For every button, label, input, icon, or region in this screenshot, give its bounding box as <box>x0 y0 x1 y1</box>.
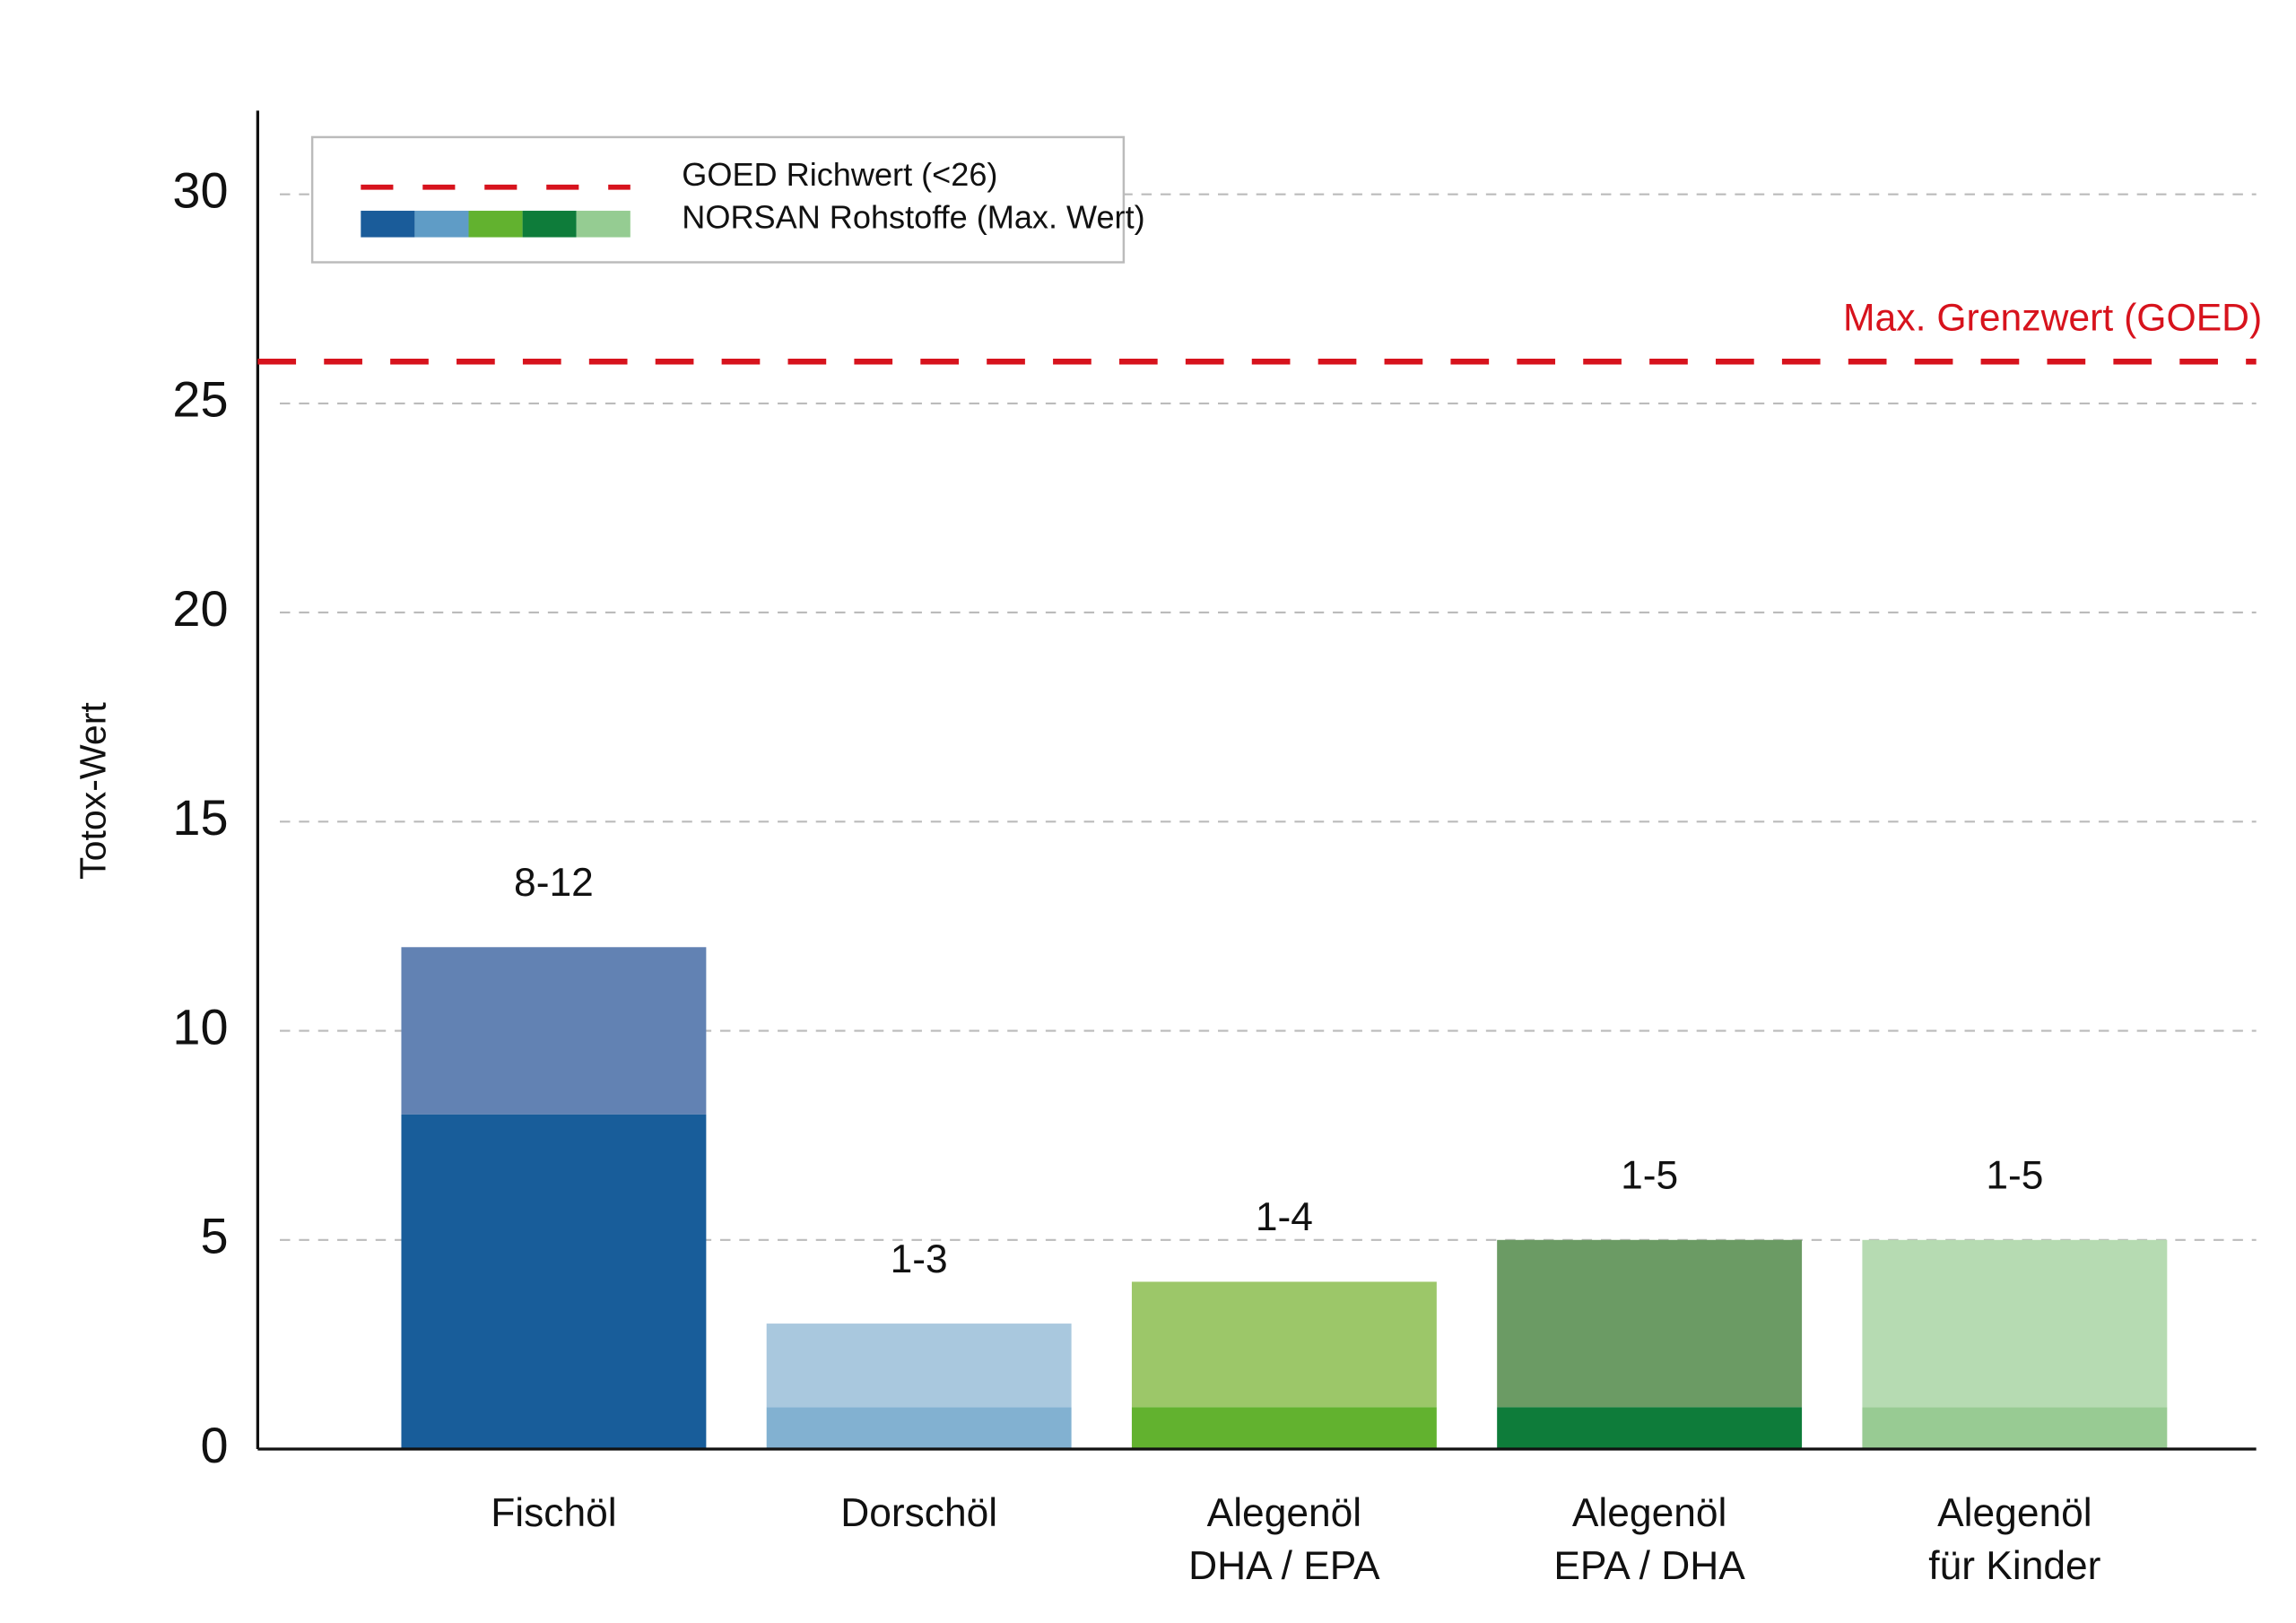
bar-low <box>766 1407 1072 1450</box>
y-tick-label: 10 <box>172 998 228 1055</box>
legend-swatch <box>522 211 577 238</box>
value-label: 8-12 <box>514 861 594 905</box>
y-tick-label: 0 <box>200 1417 228 1473</box>
bar-low <box>1862 1407 2168 1450</box>
y-tick-label: 20 <box>172 580 228 637</box>
x-tick-label: Alegenöl DHA / EPA <box>1188 1491 1380 1588</box>
bar-range <box>401 947 707 1115</box>
bar-low <box>1497 1407 1803 1450</box>
legend-swatch <box>576 211 631 238</box>
x-tick-label: Dorschöl <box>840 1491 997 1535</box>
legend-box <box>310 135 1126 264</box>
legend-swatch <box>361 211 415 238</box>
bar-low <box>1131 1407 1437 1450</box>
legend-swatch <box>468 211 523 238</box>
legend-label: GOED Richwert (<26) <box>682 156 997 193</box>
value-label: 1-5 <box>1621 1154 1678 1198</box>
value-label: 1-4 <box>1256 1195 1313 1239</box>
legend-label: NORSAN Rohstoffe (Max. Wert) <box>682 198 1144 235</box>
value-label: 1-5 <box>1986 1154 2043 1198</box>
y-tick-label: 15 <box>172 789 228 846</box>
bar-range <box>766 1324 1072 1408</box>
y-axis-title: Totox-Wert <box>73 702 114 880</box>
y-tick-label: 25 <box>172 371 228 428</box>
bar-range <box>1862 1239 2168 1408</box>
legend-swatch <box>414 211 469 238</box>
bar-low <box>401 1114 707 1450</box>
x-tick-label: Alegenöl EPA / DHA <box>1553 1491 1745 1588</box>
reference-label: Max. Grenzwert (GOED) <box>1843 297 2262 340</box>
y-tick-label: 5 <box>200 1208 228 1264</box>
y-tick-label: 30 <box>172 161 228 218</box>
bar-range <box>1497 1239 1803 1408</box>
bar-range <box>1131 1281 1437 1408</box>
value-label: 1-3 <box>891 1237 948 1281</box>
x-tick-label: Fischöl <box>491 1491 616 1535</box>
bars: 8-12 1-3 1-4 1-5 1-5 <box>401 861 2168 1450</box>
legend: GOED Richwert (<26) NORSAN Rohstoffe (Ma… <box>310 135 1145 264</box>
x-tick-label: Alegenöl für Kinder <box>1928 1491 2100 1588</box>
